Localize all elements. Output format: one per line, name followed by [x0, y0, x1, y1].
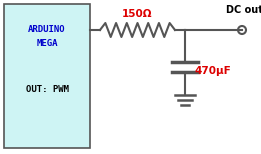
Text: 470μF: 470μF — [195, 66, 231, 76]
Text: 150Ω: 150Ω — [122, 9, 153, 19]
Text: ARDUINO: ARDUINO — [28, 26, 66, 34]
Text: OUT: PWM: OUT: PWM — [26, 85, 68, 95]
FancyBboxPatch shape — [4, 4, 90, 148]
Text: DC out: DC out — [226, 5, 261, 15]
Text: MEGA: MEGA — [36, 39, 58, 49]
